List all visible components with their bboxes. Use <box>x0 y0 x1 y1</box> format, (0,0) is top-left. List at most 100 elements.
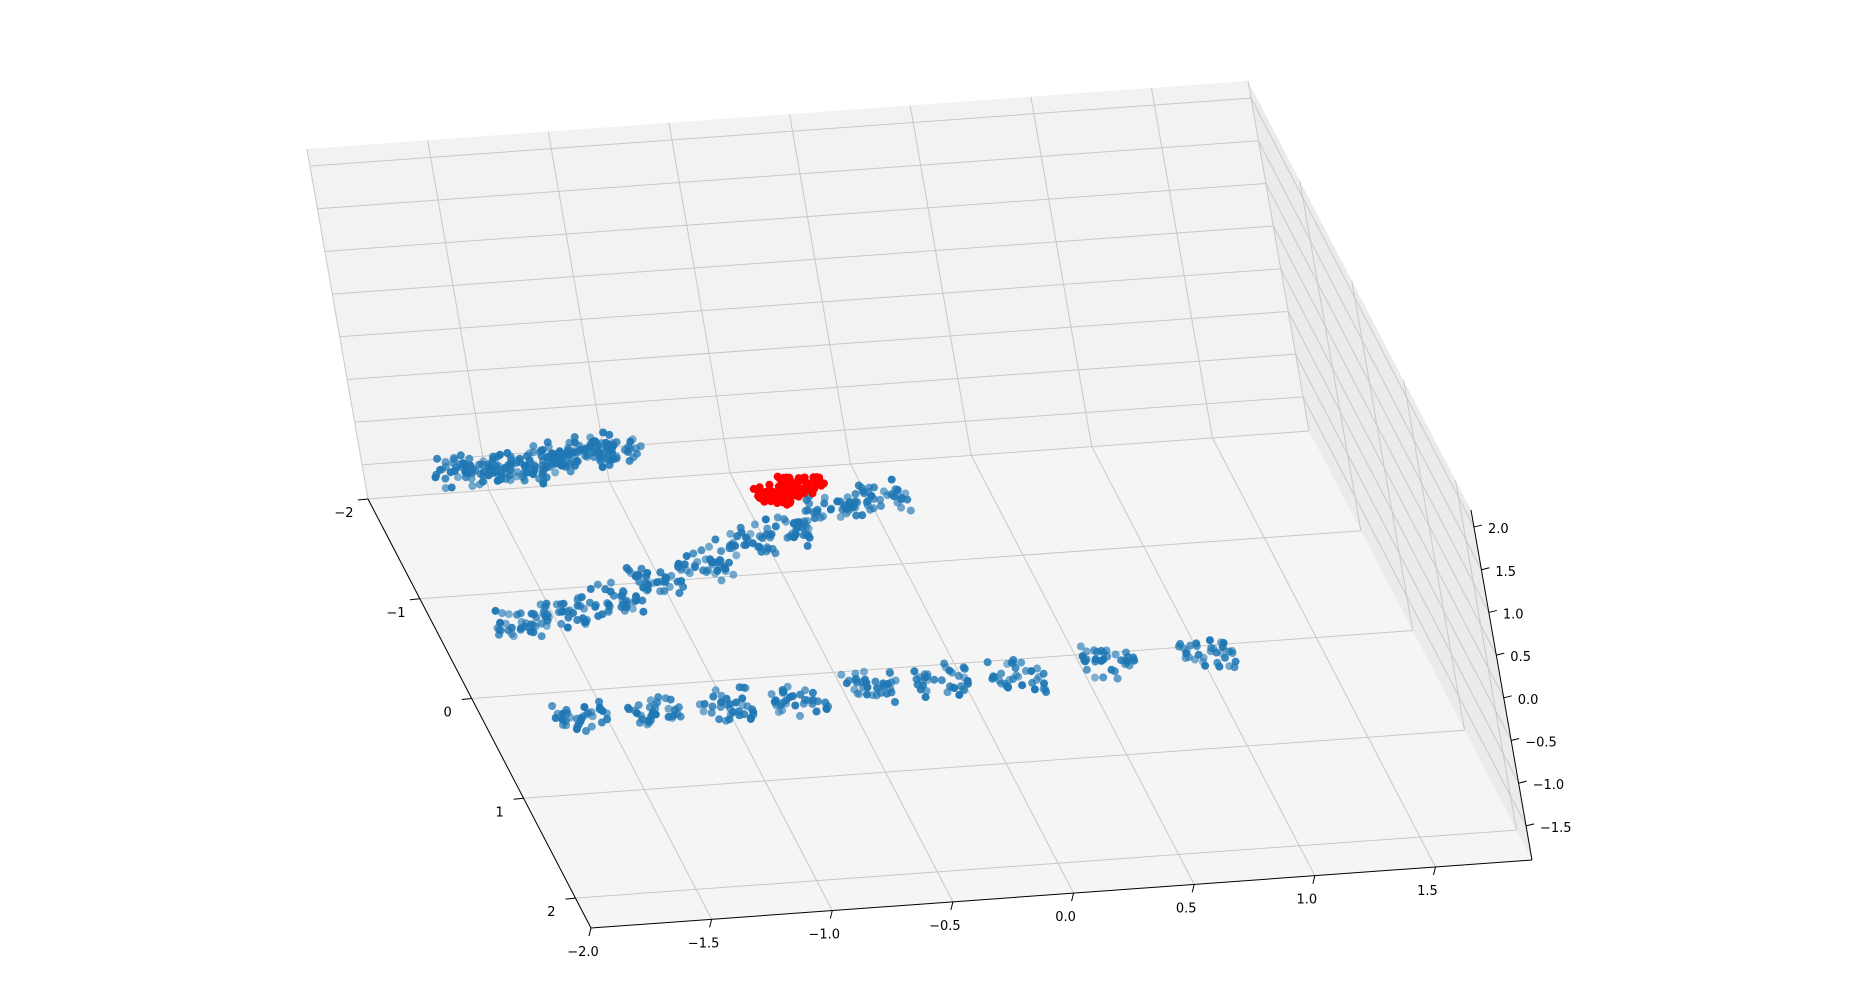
grid-line-x-back <box>306 148 369 500</box>
data-point <box>450 455 459 464</box>
data-point <box>564 450 573 459</box>
data-point <box>476 470 485 479</box>
grid-line-z-side <box>1295 353 1520 784</box>
data-point <box>726 529 735 538</box>
data-point <box>722 716 731 725</box>
data-point <box>923 670 932 679</box>
x-tick-label: −1.5 <box>688 936 720 951</box>
data-point <box>565 438 574 447</box>
data-point <box>891 698 899 706</box>
data-point <box>495 450 504 459</box>
data-point <box>1034 673 1043 681</box>
data-point <box>906 506 915 515</box>
data-point <box>622 603 631 612</box>
data-point <box>910 667 919 676</box>
data-point <box>785 693 794 702</box>
data-point <box>478 477 487 486</box>
data-point <box>990 672 999 681</box>
y-tick-mark <box>461 698 472 701</box>
data-point <box>876 495 885 504</box>
data-point <box>771 522 780 531</box>
data-point <box>605 430 614 439</box>
data-point <box>465 454 474 463</box>
data-point <box>627 569 635 578</box>
data-point <box>1225 662 1234 671</box>
z-tick-label: −1.0 <box>1533 778 1565 793</box>
data-point <box>827 504 836 513</box>
axis-lines <box>367 498 1533 929</box>
data-point <box>866 505 875 514</box>
data-point <box>591 437 599 446</box>
data-point <box>1110 667 1119 676</box>
data-point <box>517 618 526 626</box>
data-point <box>622 597 631 606</box>
data-point <box>493 623 502 632</box>
data-point <box>1205 636 1214 645</box>
z-axis-line <box>1470 509 1533 861</box>
data-point <box>699 707 708 716</box>
data-point <box>629 597 638 606</box>
grid-line-x-back <box>427 140 490 491</box>
data-point <box>541 612 550 621</box>
data-point <box>738 701 747 710</box>
data-point <box>634 701 643 710</box>
data-point <box>599 428 608 437</box>
data-point <box>536 600 545 609</box>
data-point <box>796 711 804 720</box>
data-point <box>702 568 711 577</box>
data-point <box>695 700 704 709</box>
y-tick-mark <box>513 797 524 800</box>
data-point <box>1030 685 1039 694</box>
x-tick-label: 1.0 <box>1296 893 1317 908</box>
z-tick-mark <box>1473 524 1483 528</box>
data-point <box>851 490 860 498</box>
z-tick-mark <box>1488 609 1497 613</box>
data-point <box>457 463 466 472</box>
data-point <box>504 610 513 619</box>
data-point <box>576 445 585 454</box>
data-point <box>851 503 860 512</box>
data-point <box>512 472 521 481</box>
data-point <box>858 487 867 496</box>
data-point <box>563 623 572 632</box>
data-point <box>1175 642 1183 651</box>
data-point <box>454 473 462 482</box>
floor-pane <box>368 431 1532 928</box>
y-tick-mark <box>409 598 420 601</box>
data-point <box>711 686 720 695</box>
z-tick-label: 1.5 <box>1495 565 1516 580</box>
data-point <box>1021 666 1030 675</box>
data-point <box>559 599 568 608</box>
data-point <box>450 466 459 475</box>
data-point <box>643 569 652 577</box>
data-point <box>628 604 637 613</box>
data-point <box>529 470 538 479</box>
data-point <box>538 461 547 470</box>
highlight-point <box>773 472 782 481</box>
data-point <box>842 504 851 513</box>
grid-line-y-floor <box>419 530 1361 600</box>
grid-line-z-back <box>362 396 1304 466</box>
data-point <box>603 715 611 724</box>
data-point <box>607 444 616 453</box>
data-point <box>562 705 571 714</box>
data-points <box>431 428 1240 735</box>
data-point <box>527 609 536 618</box>
data-point <box>1076 642 1085 651</box>
data-point <box>497 469 506 478</box>
data-point <box>553 709 562 718</box>
data-point <box>1014 672 1023 681</box>
data-point <box>877 501 885 510</box>
data-point <box>669 711 677 720</box>
data-point <box>707 708 716 717</box>
data-point <box>796 690 805 699</box>
data-point <box>782 699 791 708</box>
data-point <box>960 686 969 695</box>
grid-line-y-floor <box>523 729 1465 799</box>
data-point <box>708 702 717 711</box>
data-point <box>618 591 626 600</box>
data-point <box>711 535 720 544</box>
data-point <box>475 460 484 469</box>
highlight-point <box>765 480 774 489</box>
data-point <box>601 585 610 594</box>
